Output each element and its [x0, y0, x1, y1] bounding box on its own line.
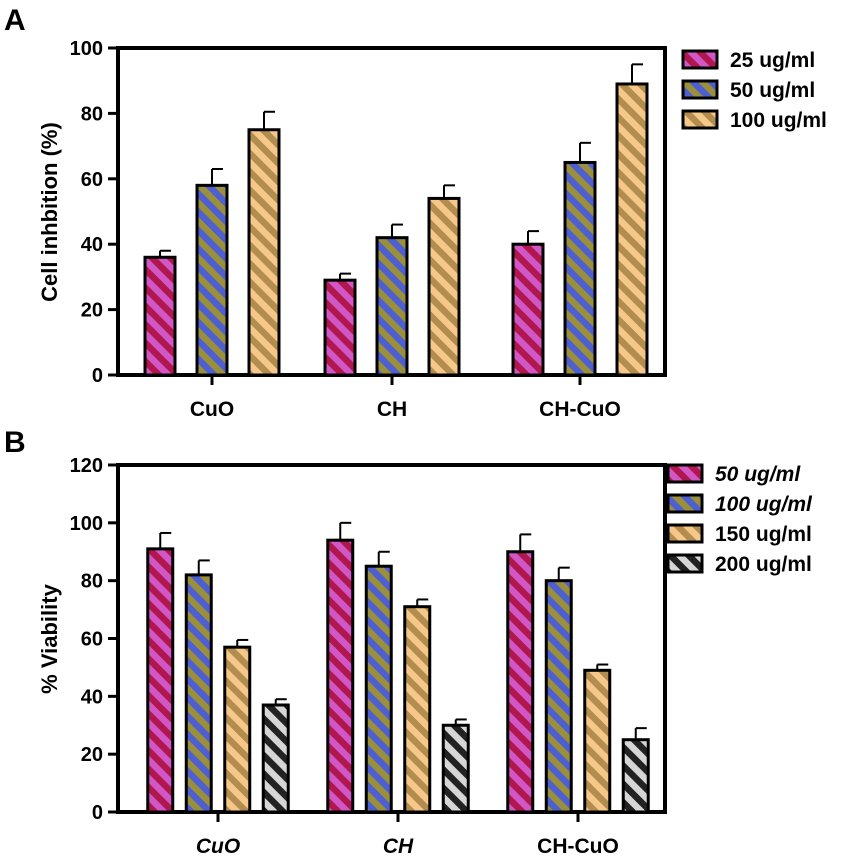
legend-swatch	[666, 493, 704, 514]
panel-a-letter: A	[4, 4, 26, 37]
panel-a-y-tick-label: 100	[70, 38, 103, 60]
panel-a-category-label: CuO	[190, 398, 234, 421]
panel-a-legend: 25 ug/ml 50 ug/ml 100 ug/ml	[681, 49, 827, 132]
panel-b-y-tick-label: 0	[92, 802, 103, 824]
bar-100-ug-ml-cuo	[184, 573, 213, 814]
bar-150-ug-ml-cuo	[223, 645, 252, 814]
panel-b-category-label: CH-CuO	[537, 835, 619, 858]
panel-a-y-tick-label: 60	[81, 169, 103, 191]
legend-swatch	[666, 463, 704, 484]
panel-b-letter: B	[4, 426, 26, 459]
panel-a-y-tick-label: 0	[92, 365, 103, 387]
bar-200-ug-ml-cuo	[261, 703, 290, 814]
panel-b-category-label: CuO	[196, 835, 240, 858]
legend-label: 50 ug/ml	[715, 463, 801, 486]
bar-100-ug-ml-cuo	[247, 128, 281, 377]
legend-label: 100 ug/ml	[730, 109, 827, 132]
legend-label: 200 ug/ml	[715, 553, 812, 576]
bar-50-ug-ml-ch-cuo	[506, 550, 535, 814]
bar-50-ug-ml-cuo	[146, 547, 175, 814]
bar-50-ug-ml-ch-cuo	[563, 160, 597, 377]
panel-a-y-axis-label: Cell inhbition (%)	[37, 122, 62, 302]
bar-200-ug-ml-ch	[441, 723, 470, 814]
bar-100-ug-ml-ch-cuo	[544, 579, 573, 814]
panel-b-y-tick-label: 40	[81, 686, 103, 708]
panel-b-y-tick-label: 20	[81, 744, 103, 766]
legend-label: 150 ug/ml	[715, 523, 812, 546]
legend-swatch	[681, 79, 719, 100]
bar-150-ug-ml-ch-cuo	[583, 668, 612, 814]
legend-label: 50 ug/ml	[730, 79, 815, 102]
bar-50-ug-ml-ch	[326, 538, 355, 814]
panel-b-chart: B % Viability 0 20 40 60 80 100 120 CuO CH CH-Cu…	[4, 426, 813, 858]
panel-b-legend: 50 ug/ml 100 ug/ml 150 ug/ml 200 ug/ml	[666, 463, 813, 576]
panel-a-y-tick-label: 40	[81, 234, 103, 256]
bar-50-ug-ml-ch	[375, 236, 409, 377]
bar-100-ug-ml-ch	[427, 196, 461, 377]
legend-swatch	[681, 109, 719, 130]
panel-b-y-tick-label: 120	[70, 455, 103, 477]
panel-b-category-label: CH	[383, 835, 414, 858]
legend-swatch	[681, 49, 719, 70]
legend-swatch	[666, 553, 704, 574]
panel-b-y-axis-label: % Viability	[37, 583, 62, 693]
bar-150-ug-ml-ch	[403, 605, 432, 814]
panel-a-chart: A Cell inhbition (%) 0 20 40 60 80 100 CuO CH C…	[4, 4, 827, 421]
bar-100-ug-ml-ch	[364, 564, 393, 814]
panel-a-y-tick-label: 20	[81, 300, 103, 322]
bar-50-ug-ml-cuo	[195, 183, 229, 377]
bar-100-ug-ml-ch-cuo	[615, 82, 649, 377]
panel-b-y-tick-label: 100	[70, 513, 103, 535]
bar-200-ug-ml-ch-cuo	[621, 738, 650, 814]
legend-label: 100 ug/ml	[715, 493, 813, 516]
panel-b-y-tick-label: 80	[81, 571, 103, 593]
legend-label: 25 ug/ml	[730, 49, 815, 72]
panel-a-category-label: CH-CuO	[539, 398, 621, 421]
panel-a-y-tick-label: 80	[81, 103, 103, 125]
bar-25-ug-ml-cuo	[143, 255, 177, 377]
bar-25-ug-ml-ch	[323, 278, 357, 377]
bar-25-ug-ml-ch-cuo	[511, 242, 545, 377]
legend-swatch	[666, 523, 704, 544]
panel-b-y-tick-label: 60	[81, 629, 103, 651]
panel-a-category-label: CH	[377, 398, 407, 421]
